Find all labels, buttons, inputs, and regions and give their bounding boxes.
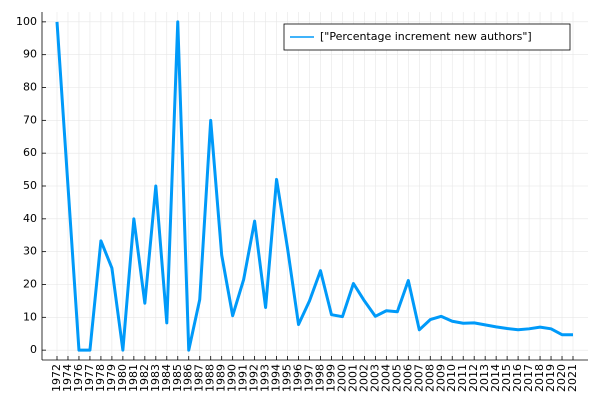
y-tick-label: 90 — [23, 48, 37, 61]
x-tick-label: 1987 — [193, 364, 206, 392]
y-tick-label: 100 — [16, 15, 37, 28]
x-tick-label: 2006 — [401, 364, 414, 392]
x-tick-label: 2002 — [357, 364, 370, 392]
x-tick-label: 2001 — [346, 364, 359, 392]
y-tick-label: 20 — [23, 277, 37, 290]
y-tick-label: 80 — [23, 81, 37, 94]
x-tick-label: 1984 — [160, 364, 173, 392]
x-tick-label: 2009 — [434, 364, 447, 392]
y-tick-label: 10 — [23, 310, 37, 323]
y-tick-label: 60 — [23, 146, 37, 159]
x-tick-label: 2013 — [478, 364, 491, 392]
x-tick-label: 1990 — [226, 364, 239, 392]
x-tick-label: 2016 — [511, 364, 524, 392]
x-tick-label: 2007 — [412, 364, 425, 392]
y-tick-label: 50 — [23, 179, 37, 192]
x-tick-label: 1998 — [313, 364, 326, 392]
x-tick-label: 2008 — [423, 364, 436, 392]
y-tick-label: 40 — [23, 212, 37, 225]
x-tick-label: 1997 — [303, 364, 316, 392]
x-tick-label: 2020 — [555, 364, 568, 392]
x-tick-label: 2005 — [390, 364, 403, 392]
x-tick-label: 1989 — [215, 364, 228, 392]
x-tick-label: 1993 — [259, 364, 272, 392]
x-tick-label: 1979 — [105, 364, 118, 392]
x-tick-label: 2000 — [335, 364, 348, 392]
x-tick-label: 1999 — [324, 364, 337, 392]
y-tick-label: 70 — [23, 113, 37, 126]
x-tick-label: 1986 — [182, 364, 195, 392]
x-tick-label: 2010 — [445, 364, 458, 392]
x-tick-label: 1985 — [171, 364, 184, 392]
x-tick-label: 2011 — [456, 364, 469, 392]
legend-box — [283, 23, 571, 51]
x-tick-label: 1983 — [149, 364, 162, 392]
x-tick-label: 1980 — [116, 364, 129, 392]
x-tick-label: 1978 — [94, 364, 107, 392]
x-tick-label: 1981 — [127, 364, 140, 392]
x-tick-label: 1988 — [204, 364, 217, 392]
x-tick-label: 1977 — [83, 364, 96, 392]
y-tick-label: 0 — [30, 343, 37, 356]
x-tick-label: 1976 — [72, 364, 85, 392]
y-tick-label: 30 — [23, 245, 37, 258]
x-tick-label: 2014 — [489, 364, 502, 392]
x-tick-label: 2003 — [368, 364, 381, 392]
legend-label: ["Percentage increment new authors"] — [320, 30, 532, 43]
x-tick-label: 1974 — [61, 364, 74, 392]
x-tick-label: 1995 — [281, 364, 294, 392]
x-tick-label: 2018 — [533, 364, 546, 392]
x-tick-label: 1996 — [292, 364, 305, 392]
data-line — [55, 20, 573, 352]
x-tick-label: 2021 — [566, 364, 579, 392]
x-tick-label: 2012 — [467, 364, 480, 392]
x-tick-label: 2004 — [379, 364, 392, 392]
x-tick-label: 1994 — [270, 364, 283, 392]
x-tick-label: 1972 — [50, 364, 63, 392]
x-tick-label: 2019 — [544, 364, 557, 392]
x-tick-label: 1982 — [138, 364, 151, 392]
x-tick-label: 2017 — [522, 364, 535, 392]
x-tick-label: 1992 — [248, 364, 261, 392]
x-tick-label: 2015 — [500, 364, 513, 392]
x-tick-label: 1991 — [237, 364, 250, 392]
